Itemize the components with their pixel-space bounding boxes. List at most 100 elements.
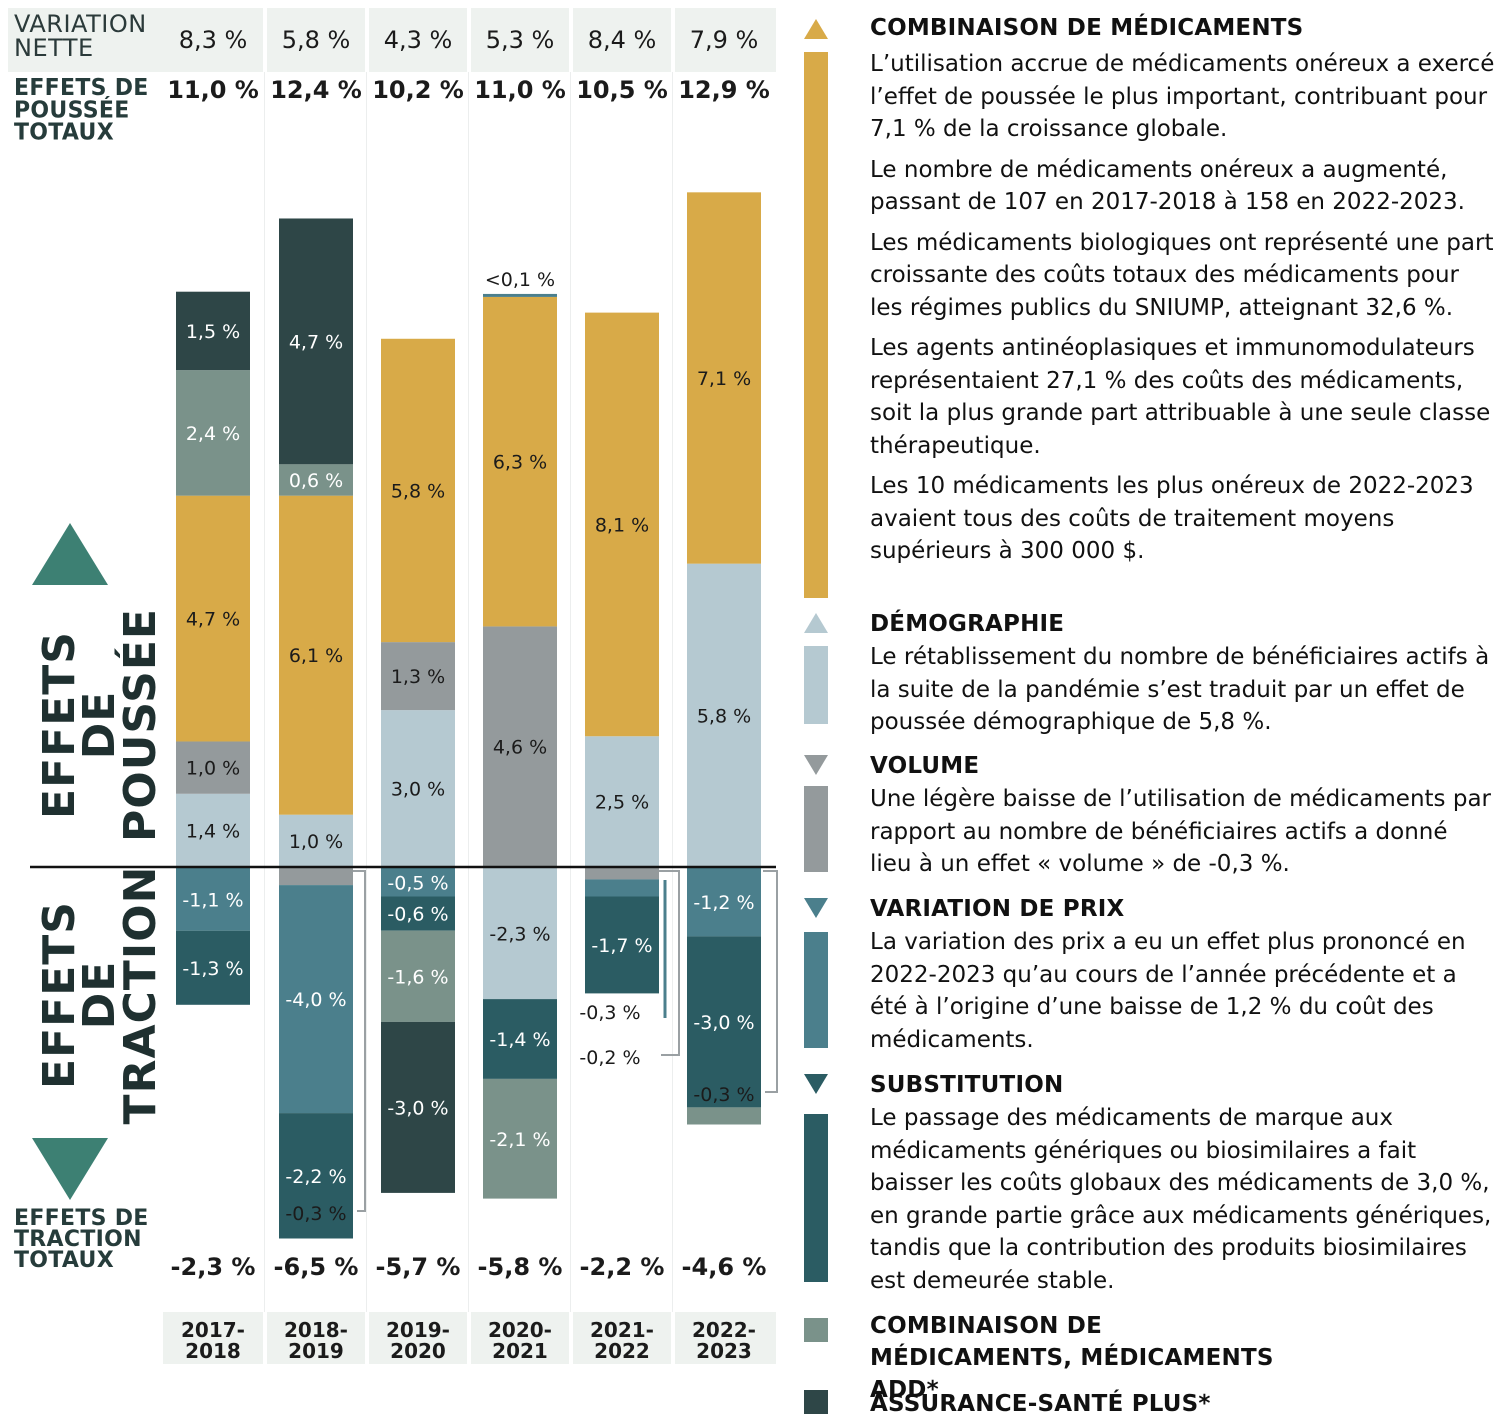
- year-label: 2019- 2020: [386, 1318, 450, 1363]
- bar-segment-volume: [279, 868, 353, 886]
- bar-label: 2,5 %: [595, 792, 649, 814]
- bar-label: -1,7 %: [591, 935, 652, 957]
- bar-segment-add: [381, 930, 455, 1022]
- pull-total-value: -6,5 %: [273, 1253, 359, 1281]
- legend-title: VOLUME: [870, 753, 980, 779]
- legend-swatch: [804, 1390, 828, 1414]
- net-variation-value: 8,4 %: [587, 26, 657, 54]
- legend-swatch: [804, 1318, 828, 1342]
- bar-segment-add: [687, 1107, 761, 1125]
- bar-segment-asp: [176, 291, 250, 371]
- legend-paragraph: Les 10 médicaments les plus onéreux de 2…: [870, 473, 1474, 564]
- bar-label: -2,2 %: [285, 1166, 346, 1188]
- bar-label: 5,8 %: [697, 705, 751, 727]
- side-note-label: -0,2 %: [579, 1047, 640, 1069]
- bar-label: 1,4 %: [186, 820, 240, 842]
- legend-swatch: [804, 932, 828, 1048]
- triangle-up-icon: [804, 613, 828, 633]
- column-gutter: [671, 8, 675, 1364]
- net-variation-label: VARIATION NETTE: [14, 10, 147, 62]
- triangle-down-icon: [804, 898, 828, 918]
- year-label: 2018- 2019: [284, 1318, 348, 1363]
- pull-total-value: -5,8 %: [477, 1253, 563, 1281]
- bar-label: 4,7 %: [289, 331, 343, 353]
- side-note-label: -0,3 %: [693, 1084, 754, 1106]
- bar-segment-demography: [381, 710, 455, 867]
- bar-label: -1,4 %: [489, 1029, 550, 1051]
- legend-paragraph: Le rétablissement du nombre de bénéficia…: [870, 644, 1490, 735]
- pull-total-value: -5,7 %: [375, 1253, 461, 1281]
- pull-triangle-icon: [32, 1138, 108, 1200]
- net-variation-value: 8,3 %: [178, 26, 248, 54]
- legend-paragraph: L’utilisation accrue de médicaments onér…: [870, 51, 1495, 142]
- bar-label: -1,6 %: [387, 966, 448, 988]
- bar-label: -1,2 %: [693, 892, 754, 914]
- side-note-label: -0,3 %: [579, 1002, 640, 1024]
- pull-total-value: -2,2 %: [579, 1253, 665, 1281]
- legend-paragraph: Le passage des médicaments de marque aux…: [870, 1105, 1492, 1294]
- bar-label: -2,3 %: [489, 924, 550, 946]
- bar-segment-price: [176, 868, 250, 931]
- legend-title: VARIATION DE PRIX: [870, 896, 1125, 922]
- push-total-value: 11,0 %: [474, 76, 566, 104]
- bar-label: -4,0 %: [285, 989, 346, 1011]
- bar-segment-substitution: [279, 1113, 353, 1239]
- net-variation-value: 7,9 %: [689, 26, 759, 54]
- legend-title: SUBSTITUTION: [870, 1072, 1064, 1098]
- bar-segment-substitution: [176, 930, 250, 1005]
- bar-label: 3,0 %: [391, 779, 445, 801]
- bar-segment-substitution: [585, 896, 659, 994]
- legend-title: COMBINAISON DE MÉDICAMENTS: [870, 15, 1304, 41]
- push-total-label: EFFETS DE POUSSÉE TOTAUX: [14, 75, 149, 146]
- legend-swatch: [804, 52, 828, 598]
- pull-total-value: -2,3 %: [170, 1253, 256, 1281]
- bar-segment-price: [279, 885, 353, 1114]
- bar-segment-demography: [687, 563, 761, 867]
- column-gridline: [570, 72, 571, 1312]
- bar-segment-substitution: [687, 936, 761, 1108]
- legend-description: Une légère baisse de l’utilisation de mé…: [870, 783, 1495, 889]
- column-gutter: [365, 8, 369, 1364]
- legend-paragraph: Une légère baisse de l’utilisation de mé…: [870, 786, 1491, 877]
- column-gridline: [264, 72, 265, 1312]
- bar-label: -3,0 %: [693, 1012, 754, 1034]
- bar-label: -1,1 %: [182, 889, 243, 911]
- bar-label: 6,3 %: [493, 452, 547, 474]
- column-gridline: [366, 72, 367, 1312]
- bar-label: 7,1 %: [697, 368, 751, 390]
- bar-segment-price: [381, 868, 455, 897]
- bar-label: 1,0 %: [289, 831, 343, 853]
- legend-paragraph: Le nombre de médicaments onéreux a augme…: [870, 156, 1465, 216]
- column-gutter: [467, 8, 471, 1364]
- bar-segment-substitution: [483, 999, 557, 1079]
- push-triangle-icon: [32, 523, 108, 585]
- bar-segment-price: [585, 879, 659, 897]
- legend-description: Le rétablissement du nombre de bénéficia…: [870, 641, 1495, 747]
- callout-bracket: [659, 870, 680, 1056]
- pull-total-value: -4,6 %: [681, 1253, 767, 1281]
- legend-description: La variation des prix a eu un effet plus…: [870, 926, 1495, 1064]
- bar-segment-drug_mix: [279, 495, 353, 815]
- bar-label: -1,3 %: [182, 958, 243, 980]
- bar-label: 1,3 %: [391, 666, 445, 688]
- triangle-down-icon: [804, 1074, 828, 1094]
- bar-label: 0,6 %: [289, 470, 343, 492]
- legend-swatch: [804, 1114, 828, 1282]
- stacked-bar-chart: 1,4 % 1,0 % 4,7 % 2,4 % 1,5 % 1,0 % 6,1 % 0,6 %…: [30, 192, 778, 1239]
- bar-segment-drug_mix: [687, 192, 761, 564]
- bar-label: 4,6 %: [493, 737, 547, 759]
- callout-bracket: [763, 870, 778, 1093]
- bar-segment-demography: [279, 814, 353, 867]
- bar-segment-demography: [585, 736, 659, 867]
- legend-description: L’utilisation accrue de médicaments onér…: [870, 48, 1495, 576]
- bar-label: 1,0 %: [186, 758, 240, 780]
- bar-segment-volume: [585, 868, 659, 880]
- bar-label: 4,7 %: [186, 609, 240, 631]
- column-gridline: [672, 72, 673, 1312]
- push-total-value: 11,0 %: [167, 76, 259, 104]
- bar-segment-drug_mix: [483, 296, 557, 627]
- bar-segment-asp: [381, 1021, 455, 1193]
- bar-label: 2,4 %: [186, 423, 240, 445]
- bar-segment-volume: [381, 642, 455, 711]
- net-variation-value: 5,8 %: [281, 26, 351, 54]
